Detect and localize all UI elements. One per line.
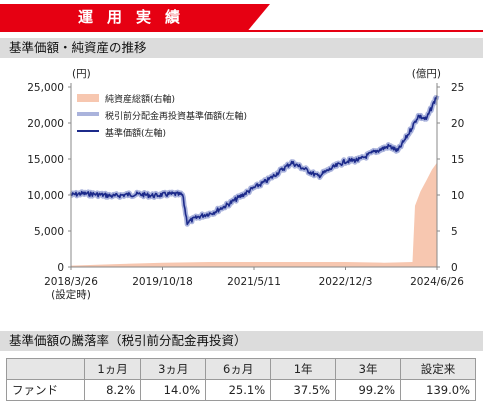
performance-row: ファンド 8.2% 14.0% 25.1% 37.5% 99.2% 139.0% [6, 379, 476, 401]
right-tick-label: 15 [451, 154, 464, 166]
right-tick-label: 20 [451, 118, 464, 130]
left-tick-label: 0 [57, 262, 64, 274]
performance-section-title: 基準価額の騰落率（税引前分配金再投資） [9, 333, 247, 348]
nav-chart: 0 5,000 10,000 15,000 20,000 25,000 0 5 10 15 20 25… [27, 67, 464, 301]
left-tick-label: 20,000 [27, 118, 64, 130]
nav-lines-layer [69, 94, 440, 227]
banner-title: 運用実績 [78, 8, 195, 26]
x-tick-label: 2024/6/26 [410, 276, 464, 288]
report-banner: 運用実績 [0, 0, 483, 32]
legend-swatch-net-assets [77, 94, 99, 102]
left-tick-label: 5,000 [34, 226, 64, 238]
performance-value: 8.2% [83, 379, 142, 401]
x-tick-label: 2019/10/18 [132, 276, 193, 288]
performance-header-row: 1ヵ月 3ヵ月 6ヵ月 1年 3年 設定来 [6, 358, 476, 380]
performance-section-header: 基準価額の騰落率（税引前分配金再投資） [0, 331, 483, 351]
performance-table: 1ヵ月 3ヵ月 6ヵ月 1年 3年 設定来 ファンド 8.2% 14.0% 25.1% 37.5%… [6, 358, 476, 401]
performance-column-header [6, 358, 85, 380]
left-axis-unit: (円) [72, 68, 91, 80]
right-tick-label: 10 [451, 190, 464, 202]
performance-value: 14.0% [140, 379, 207, 401]
performance-value: 139.0% [400, 379, 476, 401]
performance-column-header: 3ヵ月 [140, 358, 207, 380]
performance-column-header: 設定来 [400, 358, 476, 380]
banner-underline [0, 30, 483, 32]
x-tick-label: 2018/3/26 [44, 276, 98, 288]
performance-column-header: 1年 [270, 358, 337, 380]
axes-layer: 0 5,000 10,000 15,000 20,000 25,000 0 5 10 15 20 25… [27, 67, 464, 301]
banner-red-tab [0, 4, 270, 30]
legend-label: 基準価額(左軸) [105, 127, 166, 139]
left-tick-label: 15,000 [27, 154, 64, 166]
left-tick-label: 25,000 [27, 82, 64, 94]
right-axis-unit: (億円) [412, 67, 441, 80]
performance-column-header: 3年 [335, 358, 402, 380]
chart-section-header: 基準価額・純資産の推移 [0, 38, 483, 58]
legend-label: 純資産総額(右軸) [105, 93, 175, 105]
net-assets-area-layer [71, 162, 437, 267]
chart-section-title: 基準価額・純資産の推移 [9, 40, 147, 55]
right-tick-label: 5 [451, 226, 458, 238]
x-tick-label: 2022/12/3 [319, 276, 373, 288]
nav-line [70, 95, 438, 226]
performance-column-header: 6ヵ月 [205, 358, 272, 380]
chart-legend: 純資産総額(右軸) 税引前分配金再投資基準価額(左軸) 基準価額(左軸) [77, 93, 247, 139]
performance-value: 25.1% [205, 379, 272, 401]
performance-value: 37.5% [270, 379, 337, 401]
right-tick-label: 0 [451, 262, 458, 274]
legend-label: 税引前分配金再投資基準価額(左軸) [105, 110, 247, 122]
performance-value: 99.2% [335, 379, 402, 401]
x-tick-sublabel: (設定時) [51, 288, 91, 301]
right-tick-label: 25 [451, 82, 464, 94]
net-assets-area [71, 162, 437, 267]
performance-row-label: ファンド [6, 379, 85, 401]
left-tick-label: 10,000 [27, 190, 64, 202]
performance-column-header: 1ヵ月 [83, 358, 142, 380]
x-tick-label: 2021/5/11 [227, 276, 281, 288]
